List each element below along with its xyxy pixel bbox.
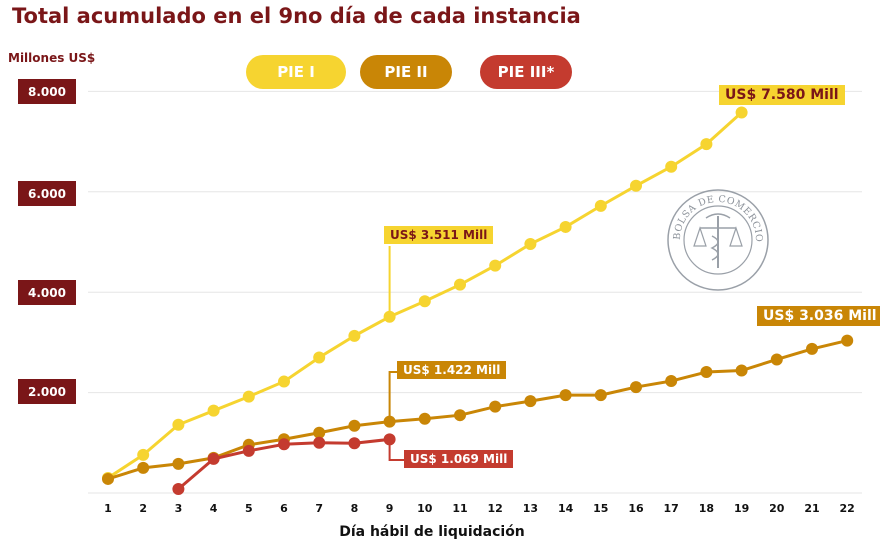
data-point-1 xyxy=(207,404,220,417)
y-axis-label: Millones US$ xyxy=(8,51,96,65)
data-point-2 xyxy=(102,472,114,485)
data-point-2 xyxy=(172,457,185,470)
x-tick-label: 19 xyxy=(734,502,749,515)
legend-pie-1: PIE I xyxy=(246,55,346,89)
data-point-2 xyxy=(806,342,818,355)
data-point-1 xyxy=(348,329,361,342)
data-point-2 xyxy=(383,415,396,428)
data-point-2 xyxy=(313,426,326,439)
chart-title: Total acumulado en el 9no día de cada in… xyxy=(12,4,581,28)
x-tick-label: 21 xyxy=(804,502,819,515)
x-tick-label: 10 xyxy=(417,502,433,515)
x-tick-label: 2 xyxy=(139,502,147,515)
data-point-2 xyxy=(348,419,361,432)
series-line-2 xyxy=(107,339,848,481)
data-point-1 xyxy=(137,448,150,461)
data-point-1 xyxy=(489,259,502,272)
x-tick-label: 20 xyxy=(769,502,785,515)
data-point-1 xyxy=(524,238,537,251)
data-point-1 xyxy=(418,295,431,308)
x-tick-label: 14 xyxy=(558,502,574,515)
data-point-2 xyxy=(418,412,431,425)
x-tick-label: 8 xyxy=(351,502,359,515)
data-point-3 xyxy=(172,482,185,495)
legend-pie-2: PIE II xyxy=(360,55,452,89)
x-tick-label: 4 xyxy=(210,502,218,515)
data-point-1 xyxy=(313,351,326,364)
data-point-1 xyxy=(454,278,466,291)
x-tick-label: 1 xyxy=(104,502,112,515)
x-tick-label: 9 xyxy=(386,502,394,515)
data-point-1 xyxy=(278,375,290,388)
y-tick-8000: 8.000 xyxy=(18,79,76,104)
x-tick-label: 18 xyxy=(699,502,714,515)
data-point-2 xyxy=(454,409,466,422)
data-point-1 xyxy=(665,160,678,173)
callout-pie2-day9: US$ 1.422 Mill xyxy=(397,361,507,379)
data-point-1 xyxy=(242,390,255,403)
data-point-2 xyxy=(735,364,748,377)
data-point-3 xyxy=(207,452,220,465)
data-point-1 xyxy=(700,138,713,151)
x-tick-label: 6 xyxy=(280,502,288,515)
data-point-3 xyxy=(242,444,255,457)
x-tick-label: 16 xyxy=(628,502,644,515)
data-point-2 xyxy=(700,366,713,379)
x-tick-label: 5 xyxy=(245,502,253,515)
data-point-3 xyxy=(278,438,290,451)
legend-pie-3: PIE III* xyxy=(480,55,572,89)
data-point-2 xyxy=(137,461,150,474)
data-point-1 xyxy=(172,418,185,431)
y-tick-2000: 2.000 xyxy=(18,379,76,404)
data-point-2 xyxy=(559,389,572,402)
data-point-2 xyxy=(665,375,678,388)
data-point-2 xyxy=(489,400,502,413)
x-tick-label: 22 xyxy=(840,502,855,515)
seal-text: BOLSA DE COMERCIO DE ROSARIO xyxy=(666,188,764,243)
bcr-seal-watermark: BOLSA DE COMERCIO DE ROSARIO xyxy=(666,188,769,291)
callout-pie3-day9: US$ 1.069 Mill xyxy=(404,450,514,468)
data-point-3 xyxy=(383,433,396,446)
data-point-1 xyxy=(735,106,748,119)
x-axis-title: Día hábil de liquidación xyxy=(339,524,525,540)
data-point-1 xyxy=(630,179,642,192)
y-tick-4000: 4.000 xyxy=(18,280,76,305)
x-tick-label: 7 xyxy=(315,502,323,515)
data-point-3 xyxy=(313,436,326,449)
data-point-2 xyxy=(594,389,607,402)
callout-pie2-final: US$ 3.036 Mill xyxy=(757,306,880,326)
data-point-2 xyxy=(630,381,642,394)
data-point-1 xyxy=(594,199,607,212)
data-point-2 xyxy=(524,395,537,408)
connector-pie3 xyxy=(388,439,406,461)
x-tick-label: 13 xyxy=(523,502,538,515)
data-point-2 xyxy=(770,353,783,366)
connector-pie2 xyxy=(388,371,400,422)
svg-text:BOLSA DE COMERCIO DE ROSARIO: BOLSA DE COMERCIO DE ROSARIO xyxy=(666,188,764,243)
data-point-1 xyxy=(559,220,572,233)
data-point-1 xyxy=(383,310,396,323)
x-tick-label: 17 xyxy=(664,502,679,515)
x-tick-label: 11 xyxy=(452,502,467,515)
x-axis-title-wrap: Día hábil de liquidación xyxy=(0,524,880,540)
data-point-2 xyxy=(841,334,854,347)
x-tick-label: 3 xyxy=(175,502,183,515)
x-tick-label: 15 xyxy=(593,502,608,515)
y-tick-6000: 6.000 xyxy=(18,181,76,206)
callout-pie1-day9: US$ 3.511 Mill xyxy=(384,226,494,244)
x-tick-label: 12 xyxy=(488,502,503,515)
data-point-3 xyxy=(348,437,361,450)
callout-pie1-final: US$ 7.580 Mill xyxy=(719,85,845,105)
